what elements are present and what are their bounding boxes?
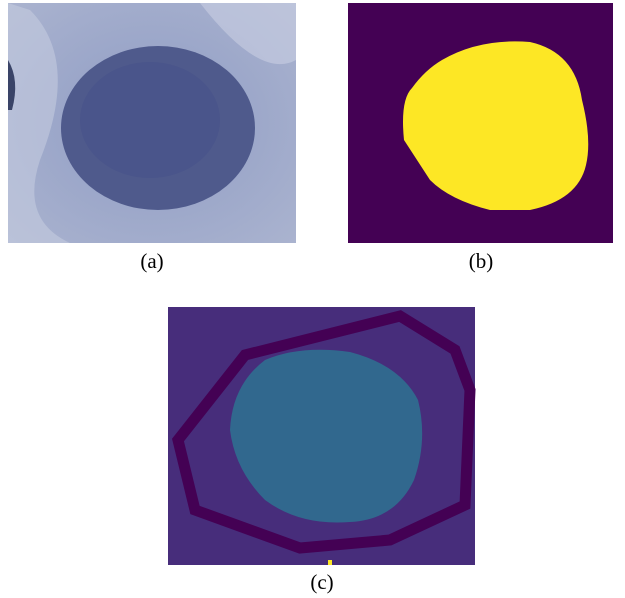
panel-b-image <box>348 3 613 243</box>
caption: (b) <box>469 249 494 273</box>
panel-a-image <box>8 3 296 243</box>
page: (a) (b) (c) (() => { const data = JSON.p… <box>0 0 625 598</box>
panel-c-image <box>168 307 475 565</box>
caption: (a) <box>140 249 163 273</box>
figure: (a) (b) (c) <box>0 0 625 598</box>
caption: (c) <box>310 570 333 594</box>
